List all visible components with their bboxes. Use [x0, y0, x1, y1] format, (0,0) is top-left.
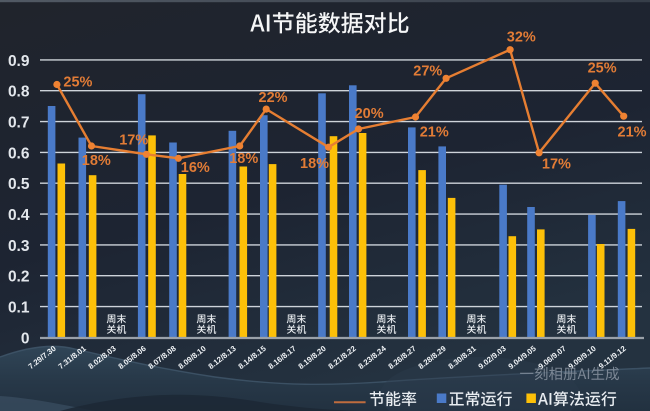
- svg-text:18%: 18%: [300, 156, 329, 172]
- svg-text:18%: 18%: [229, 151, 258, 167]
- svg-text:0.3: 0.3: [8, 238, 30, 255]
- svg-text:16%: 16%: [181, 160, 210, 176]
- svg-text:0.6: 0.6: [8, 145, 30, 162]
- svg-text:27%: 27%: [413, 64, 442, 80]
- svg-text:0.1: 0.1: [8, 300, 30, 317]
- svg-text:20%: 20%: [355, 106, 384, 122]
- svg-text:0.5: 0.5: [8, 176, 30, 193]
- svg-text:0.2: 0.2: [8, 269, 30, 286]
- svg-text:0: 0: [21, 330, 30, 347]
- svg-text:32%: 32%: [507, 30, 536, 46]
- svg-text:0.7: 0.7: [8, 115, 30, 132]
- svg-text:25%: 25%: [63, 75, 92, 91]
- svg-text:17%: 17%: [542, 157, 571, 173]
- svg-text:22%: 22%: [259, 90, 288, 106]
- svg-text:17%: 17%: [119, 133, 148, 149]
- svg-text:25%: 25%: [588, 61, 617, 77]
- svg-text:0.8: 0.8: [8, 84, 30, 101]
- svg-text:21%: 21%: [420, 125, 449, 141]
- svg-text:0.4: 0.4: [8, 207, 30, 224]
- svg-text:21%: 21%: [618, 125, 647, 141]
- svg-text:18%: 18%: [82, 153, 111, 169]
- svg-text:0.9: 0.9: [8, 53, 30, 70]
